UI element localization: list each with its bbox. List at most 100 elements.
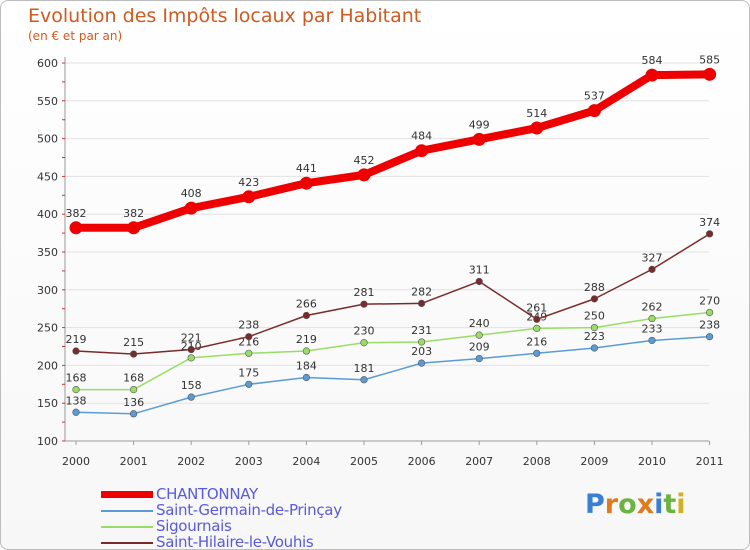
proxiti-logo: Proxiti [585,489,686,520]
data-label: 484 [411,130,432,143]
data-label: 219 [66,333,87,346]
data-label: 261 [526,301,547,314]
y-tick-label: 600 [37,57,58,70]
data-label: 282 [411,285,432,298]
data-point [418,338,426,346]
x-tick-label: 2009 [580,455,608,468]
logo-letter: o [618,489,637,520]
data-label: 262 [642,301,663,314]
data-point [648,265,656,273]
legend-swatch-sigournais [101,526,153,528]
data-label: 327 [642,251,663,264]
data-point [72,385,80,394]
legend-label-saint-hilaire: Saint-Hilaire-le-Vouhis [156,533,314,550]
logo-letter: x [636,489,655,520]
data-label: 537 [584,90,605,103]
y-tick-label: 350 [37,246,58,259]
y-tick-label: 100 [37,435,58,448]
data-point [475,331,483,339]
data-point [130,385,138,394]
legend-swatch-chantonnay [101,491,153,498]
logo-letter: r [604,489,619,520]
data-label: 382 [123,207,144,220]
data-point [245,349,253,357]
x-tick-label: 2008 [523,455,551,468]
data-label: 499 [469,118,490,131]
data-point [127,221,141,235]
data-label: 585 [699,53,720,66]
x-tick-label: 2002 [177,455,205,468]
data-point [245,333,253,341]
y-tick-label: 150 [37,397,58,410]
data-label: 230 [354,325,375,338]
data-label: 209 [469,341,490,354]
legend-item-saint-germain: Saint-Germain-de-Prinçay [101,501,401,519]
data-label: 408 [181,187,202,200]
data-label: 270 [699,294,720,307]
data-point [72,347,80,355]
data-label: 281 [354,286,375,299]
data-point [648,336,656,345]
data-label: 233 [642,322,663,335]
data-point [357,168,371,182]
legend-swatch-saint-germain [101,510,153,512]
y-tick-label: 500 [37,133,58,146]
data-point [418,359,426,367]
data-point [184,201,198,215]
data-point [130,350,138,358]
legend-label-sigournais: Sigournais [156,517,232,535]
y-tick-label: 550 [37,95,58,108]
data-label: 382 [66,207,87,220]
y-tick-label: 300 [37,284,58,297]
data-point [705,308,714,317]
data-label: 168 [123,372,144,385]
logo-letter: P [585,489,605,520]
data-point [187,354,195,362]
x-tick-label: 2007 [465,455,493,468]
data-label: 514 [526,107,547,120]
data-point [130,410,138,418]
data-point [475,354,483,363]
data-point [587,104,601,118]
data-point [242,190,256,204]
data-point [302,311,311,320]
data-label: 240 [469,317,490,330]
data-point [360,300,368,308]
y-tick-label: 200 [37,359,58,372]
data-label: 374 [699,216,720,229]
data-point [533,315,541,323]
data-label: 181 [354,362,375,375]
data-label: 175 [238,366,259,379]
logo-letter: i [654,489,664,520]
y-tick-label: 450 [37,170,58,183]
data-point [703,67,717,81]
data-label: 423 [238,176,259,189]
data-label: 216 [526,335,547,348]
data-point [302,347,311,355]
data-point [187,393,195,401]
legend-label-chantonnay: CHANTONNAY [156,485,258,503]
data-point [245,380,253,388]
x-tick-label: 2003 [235,455,263,468]
x-tick-label: 2004 [292,455,320,468]
data-point [475,277,483,286]
x-tick-label: 2005 [350,455,378,468]
y-tick-label: 400 [37,208,58,221]
legend-item-saint-hilaire: Saint-Hilaire-le-Vouhis [101,533,401,550]
data-point [648,314,656,323]
legend-item-sigournais: Sigournais [101,517,401,535]
data-point [360,339,368,347]
data-point [360,376,368,384]
data-label: 238 [238,319,259,332]
data-point [530,121,544,135]
logo-letter: t [663,489,677,520]
y-tick-label: 250 [37,322,58,335]
x-tick-label: 2006 [408,455,436,468]
data-point [533,349,541,357]
data-point [472,132,486,146]
data-label: 136 [123,396,144,409]
chart-subtitle: (en € et par an) [28,29,123,43]
data-point [72,408,80,416]
series-line-2 [76,311,710,391]
